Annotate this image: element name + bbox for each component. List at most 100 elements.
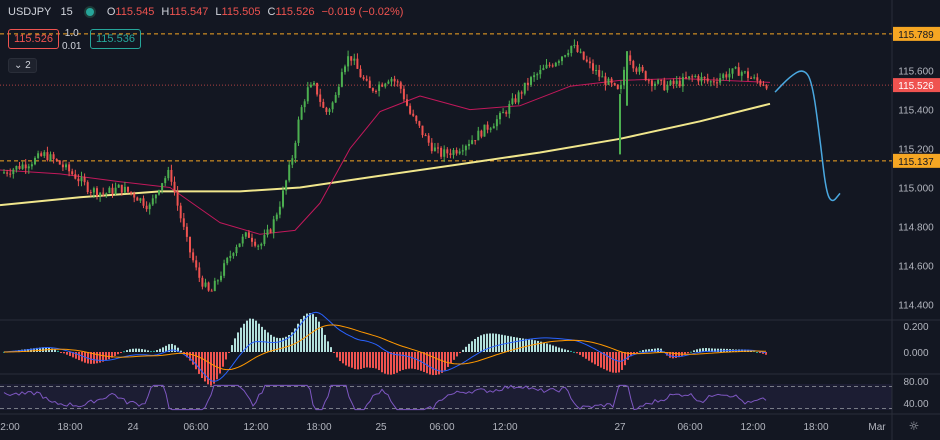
macd-histogram-bar — [492, 333, 494, 352]
macd-histogram-bar — [609, 352, 611, 372]
candle-body — [734, 67, 737, 69]
candle-body — [74, 174, 77, 179]
candlesticks[interactable] — [3, 39, 768, 292]
macd-pane[interactable]: 0.200 0.000 — [3, 311, 929, 386]
macd-histogram-bar — [678, 352, 680, 358]
candle-body — [83, 177, 86, 183]
candle-body — [278, 206, 281, 215]
candle-body — [356, 58, 359, 69]
candle-body — [601, 76, 604, 78]
rsi-pane[interactable]: 80.00 40.00 — [0, 377, 929, 411]
candle-body — [573, 44, 576, 46]
macd-histogram-bar — [192, 352, 194, 365]
rsi-tick-label: 40.00 — [903, 399, 928, 410]
candle-body — [536, 74, 539, 76]
candle-body — [669, 80, 672, 85]
y-tick-label: 114.600 — [898, 261, 934, 272]
candle-body — [387, 81, 390, 84]
candle-body — [244, 232, 247, 237]
macd-histogram-bar — [111, 352, 113, 358]
candle-body — [151, 198, 154, 205]
macd-histogram-bar — [498, 334, 500, 352]
signal-line — [4, 324, 767, 371]
candle-body — [694, 75, 697, 77]
buy-button[interactable]: 115.536 — [90, 29, 141, 49]
symbol-label[interactable]: USDJPY — [8, 6, 52, 18]
candle-body — [697, 75, 700, 82]
collapse-indicators-button[interactable]: ⌄ 2 — [8, 58, 37, 73]
macd-histogram-bar — [690, 351, 692, 353]
candle-body — [623, 69, 625, 86]
y-tick-label: 115.000 — [898, 184, 934, 195]
candle-body — [539, 69, 542, 75]
candle-body — [567, 53, 570, 56]
x-tick-label: 24 — [127, 422, 139, 433]
macd-histogram-bar — [357, 352, 359, 370]
candle-body — [433, 147, 436, 152]
sell-button[interactable]: 115.526 — [8, 29, 59, 49]
macd-histogram-bar — [321, 327, 323, 352]
y-tick-label: 115.600 — [898, 67, 934, 78]
rsi-line — [3, 384, 767, 411]
candle-body — [21, 164, 24, 169]
macd-histogram-bar — [411, 352, 413, 369]
candle-body — [526, 82, 529, 85]
candle-body — [728, 73, 731, 78]
candle-body — [619, 85, 622, 89]
macd-histogram-bar — [168, 344, 170, 352]
macd-histogram-bar — [366, 352, 368, 368]
candle-body — [210, 290, 213, 292]
macd-histogram-bar — [591, 352, 593, 363]
candle-body — [179, 205, 182, 219]
candle-body — [306, 87, 309, 102]
candle-body — [750, 77, 753, 79]
macd-histogram-bar — [537, 340, 539, 352]
candle-body — [120, 184, 123, 193]
candle-body — [43, 152, 46, 156]
candle-body — [303, 101, 306, 108]
macd-histogram-bar — [741, 349, 743, 352]
macd-histogram-bar — [423, 352, 425, 372]
macd-histogram-bar — [519, 338, 521, 352]
candle-body — [136, 197, 139, 201]
timeframe-label[interactable]: 15 — [60, 6, 73, 18]
candle-body — [545, 64, 548, 69]
candle-body — [641, 66, 644, 72]
candle-body — [523, 82, 526, 94]
candle-body — [294, 142, 297, 159]
macd-histogram-bar — [573, 351, 575, 353]
lot-top: 1.0 — [64, 28, 79, 39]
candle-body — [384, 83, 387, 87]
x-tick-label: 12:00 — [243, 422, 268, 433]
macd-histogram-bar — [642, 350, 644, 352]
candle-body — [570, 45, 573, 54]
candle-body — [471, 140, 474, 144]
x-tick-label: 06:00 — [183, 422, 208, 433]
candle-body — [418, 121, 421, 126]
forecast-drawing[interactable] — [774, 70, 841, 202]
candle-body — [365, 78, 368, 81]
macd-histogram-bar — [93, 352, 95, 364]
macd-histogram-bar — [759, 352, 761, 353]
candle-body — [331, 102, 334, 110]
macd-histogram-bar — [594, 352, 596, 365]
macd-histogram-bar — [510, 336, 512, 352]
candle-body — [192, 252, 195, 261]
macd-histogram-bar — [87, 352, 89, 364]
macd-histogram-bar — [378, 352, 380, 371]
macd-histogram-bar — [228, 352, 230, 353]
ma-slow-line — [0, 102, 771, 207]
macd-histogram-bar — [612, 352, 614, 373]
macd-histogram-bar — [564, 349, 566, 352]
high-label: H — [161, 6, 170, 18]
candle-body — [381, 84, 384, 87]
candle-body — [446, 149, 449, 154]
candle-body — [353, 58, 356, 61]
collapse-count: 2 — [25, 60, 31, 71]
macd-histogram-bar — [177, 347, 179, 352]
lot-size[interactable]: 1.0 0.01 — [62, 27, 81, 53]
macd-histogram-bar — [243, 323, 245, 352]
macd-histogram-bar — [627, 352, 629, 360]
candle-body — [685, 77, 687, 79]
